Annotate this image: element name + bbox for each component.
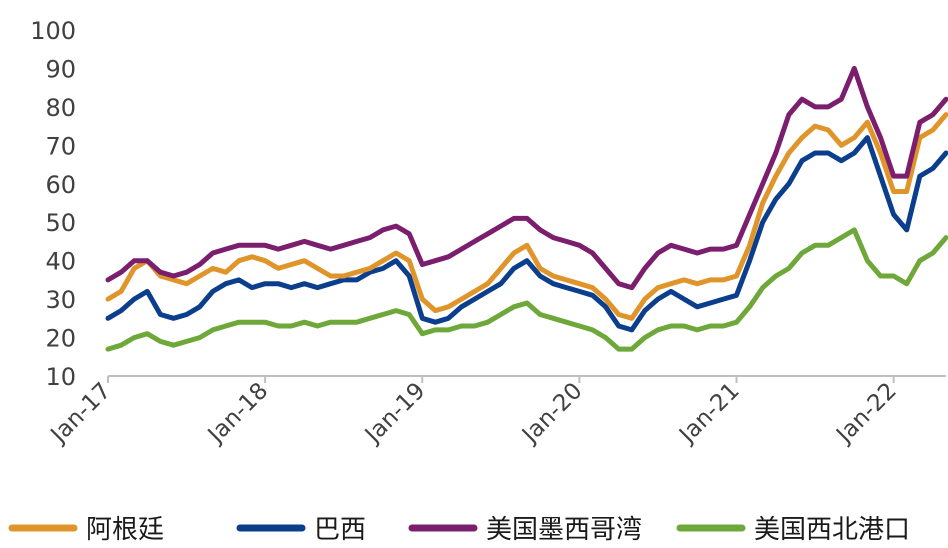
series-line-1 — [105, 135, 948, 333]
y-tick-label: 90 — [45, 55, 76, 83]
y-tick-label: 10 — [45, 363, 76, 391]
x-axis-ticks: Jan-17 Jan-18 Jan-19 Jan-20 Jan-21 Jan-22 — [45, 376, 902, 449]
series-line-3 — [105, 227, 948, 352]
y-tick-label: 30 — [45, 286, 76, 314]
y-tick-label: 70 — [45, 132, 76, 160]
y-tick-label: 20 — [45, 325, 76, 353]
y-tick-label: 40 — [45, 248, 76, 276]
series-lines — [105, 65, 948, 352]
y-tick-label: 60 — [45, 171, 76, 199]
y-axis-ticks: 10 20 30 40 50 60 70 80 90 100 — [30, 17, 76, 391]
x-tick-label: Jan-20 — [516, 378, 587, 449]
y-tick-label: 50 — [45, 209, 76, 237]
legend-label: 阿根廷 — [86, 515, 164, 545]
legend-label: 美国墨西哥湾 — [486, 515, 642, 545]
legend-label: 美国西北港口 — [754, 515, 910, 545]
y-tick-label: 100 — [30, 17, 76, 45]
series-line-0 — [105, 112, 948, 321]
legend: 阿根廷 巴西 美国墨西哥湾 美国西北港口 — [8, 515, 910, 545]
series-line-2 — [105, 65, 948, 291]
y-tick-label: 80 — [45, 94, 76, 122]
x-tick-label: Jan-22 — [830, 378, 901, 449]
legend-label: 巴西 — [314, 515, 366, 545]
x-tick-label: Jan-18 — [202, 378, 273, 449]
x-tick-label: Jan-21 — [673, 378, 744, 449]
x-tick-label: Jan-19 — [359, 378, 430, 449]
